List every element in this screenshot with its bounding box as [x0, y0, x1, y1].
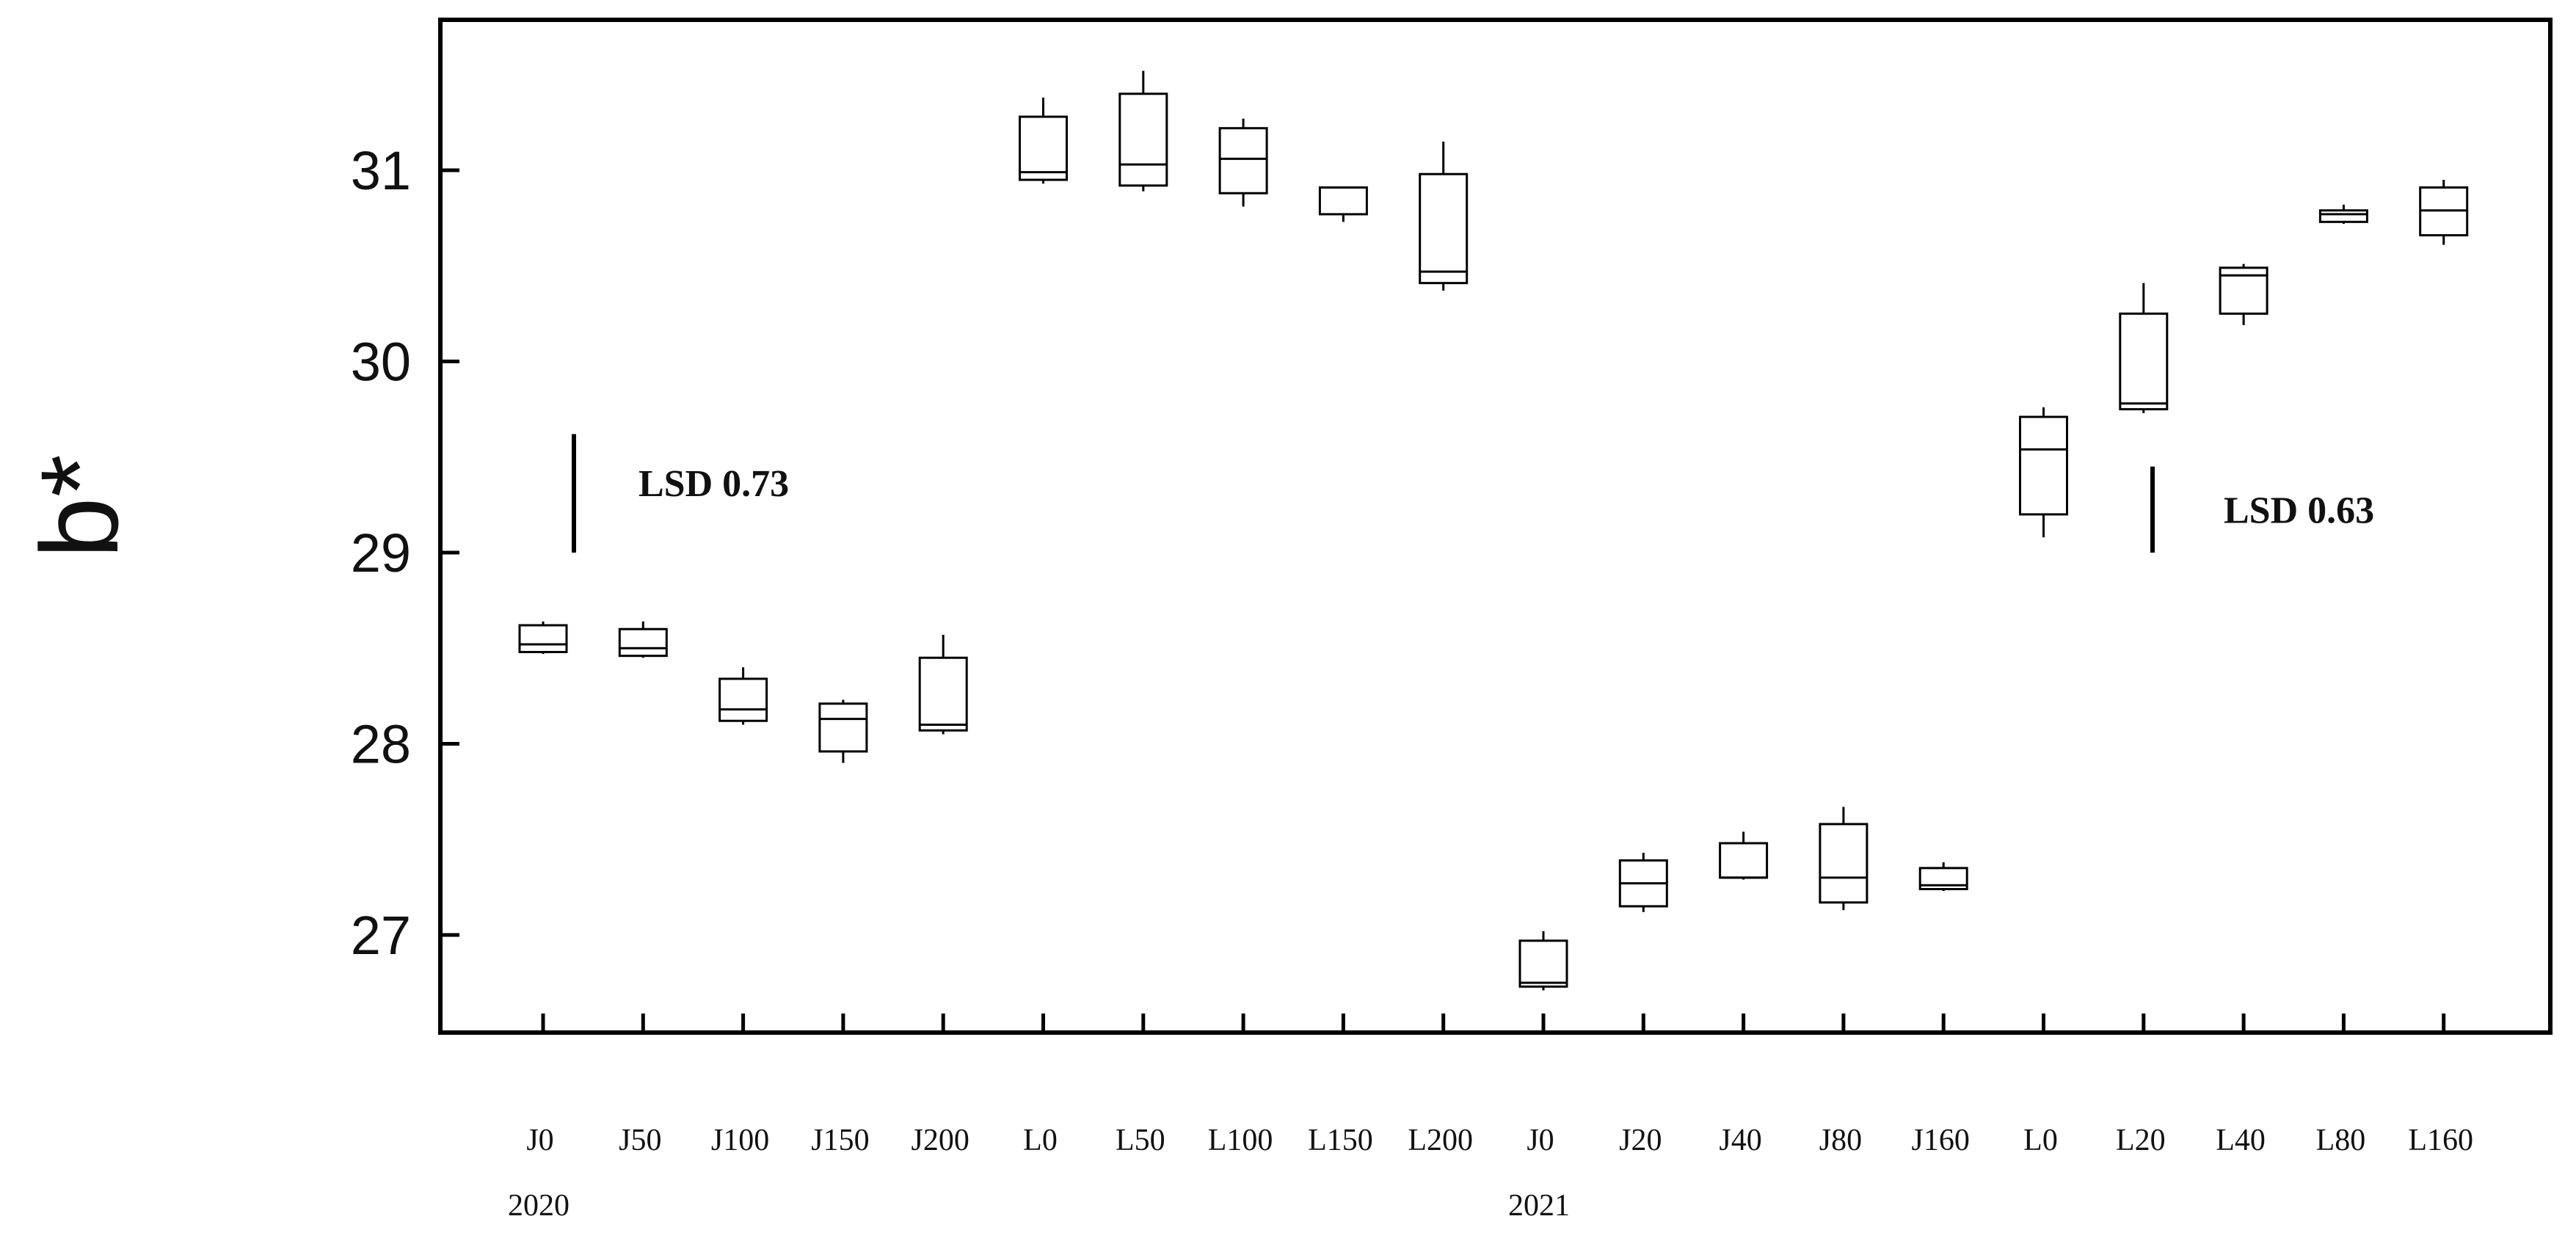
box	[1318, 186, 1368, 216]
x-tick-label: L50	[1116, 1124, 1165, 1157]
box-item	[818, 699, 868, 763]
box-item	[718, 667, 768, 725]
x-tick-label: J20	[1619, 1124, 1662, 1157]
lsd-annotations: LSD 0.73 LSD 0.63	[572, 434, 2374, 553]
box	[2318, 209, 2368, 223]
x-tick-label: L100	[1208, 1124, 1273, 1157]
box-item	[1518, 931, 1568, 991]
x-tick-label: L80	[2316, 1124, 2366, 1157]
x-tick-label: L200	[1408, 1124, 1473, 1157]
x-tick-label: J200	[912, 1124, 969, 1157]
box	[1419, 172, 1469, 285]
box-item	[1118, 70, 1168, 192]
x-tick-label: J80	[1819, 1124, 1862, 1157]
box-item	[1218, 118, 1268, 207]
y-tick-label: 29	[351, 523, 411, 583]
box-item	[1819, 807, 1869, 911]
box	[1118, 92, 1168, 187]
box	[1518, 939, 1568, 988]
y-tick-label: 27	[351, 905, 411, 966]
box	[618, 627, 668, 658]
box	[2019, 415, 2068, 516]
box	[518, 624, 568, 653]
box-item	[518, 621, 568, 655]
box	[918, 656, 968, 732]
x-tick-label: L160	[2408, 1124, 2473, 1157]
box-item	[1618, 852, 1668, 912]
box-item	[2019, 407, 2068, 538]
box-item	[618, 621, 668, 658]
box-item	[1419, 141, 1469, 291]
group-label: 2021	[1508, 1189, 1570, 1223]
x-tick-label: L0	[1023, 1124, 1058, 1157]
box-item	[1318, 186, 1368, 222]
box-item	[2318, 204, 2368, 224]
x-tick-label: J150	[811, 1124, 869, 1157]
group-label: 2020	[508, 1189, 570, 1223]
box	[818, 702, 868, 753]
x-tick-label: J50	[619, 1124, 661, 1157]
x-tick-label: J0	[1527, 1124, 1554, 1157]
box	[1819, 823, 1869, 904]
x-tick-label: L150	[1308, 1124, 1373, 1157]
x-tick-label: L20	[2116, 1124, 2166, 1157]
plot-frame	[438, 18, 2553, 1035]
x-axis: J0 J50 J100 J150 J200 L0 L50 L100 L150 L200 J0 J20 J…	[508, 1013, 2473, 1223]
box-item	[2219, 263, 2268, 326]
lsd-label: LSD 0.63	[2224, 490, 2374, 531]
box-item	[918, 635, 968, 735]
y-tick-label: 30	[351, 332, 411, 393]
y-tick-label: 31	[351, 140, 411, 201]
box-item	[2419, 180, 2469, 245]
box	[1019, 115, 1068, 181]
x-tick-label: J160	[1912, 1124, 1970, 1157]
box-item	[1918, 862, 1968, 892]
box-item	[1719, 831, 1769, 880]
x-tick-label: J0	[526, 1124, 553, 1157]
box-item	[1019, 98, 1068, 184]
box	[1719, 842, 1769, 879]
lsd-label: LSD 0.73	[638, 463, 789, 505]
box-item	[2119, 283, 2169, 413]
x-tick-label: J100	[711, 1124, 769, 1157]
x-tick-label: L40	[2216, 1124, 2266, 1157]
y-axis: 27 28 29 30 31	[351, 140, 459, 966]
box	[718, 677, 768, 722]
x-tick-label: L0	[2023, 1124, 2058, 1157]
y-axis-label: b*	[18, 454, 141, 558]
y-tick-label: 28	[351, 714, 411, 775]
x-tick-label: J40	[1719, 1124, 1761, 1157]
box	[2119, 312, 2169, 411]
boxes	[518, 70, 2469, 991]
box	[1218, 127, 1268, 194]
